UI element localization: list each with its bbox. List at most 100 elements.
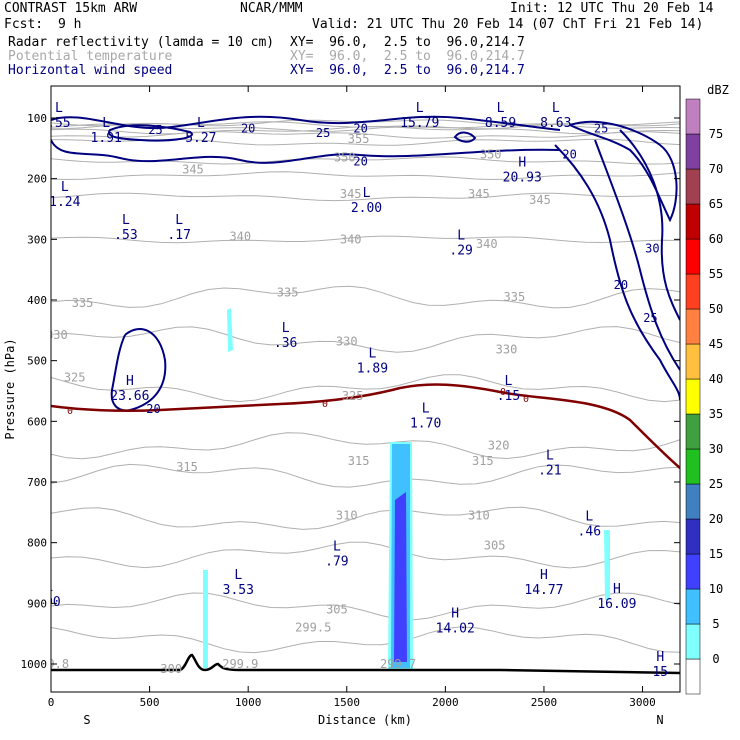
theta-label: 299.8: [33, 657, 69, 671]
y-axis-label: Pressure (hPa): [3, 338, 17, 439]
wind-speed-label: 20: [353, 121, 367, 135]
extremum-marker: L: [497, 101, 505, 116]
colorbar-tick-label: 5: [712, 617, 719, 631]
theta-label: 335: [72, 296, 94, 310]
extremum-marker: L: [234, 568, 242, 583]
extremum-value: 1.24: [49, 195, 80, 210]
wind-contour-25-right2: [594, 139, 680, 371]
field-reflectivity-name: Radar reflectivity (lamda = 10 cm): [8, 35, 275, 50]
colorbar-swatch: [685, 203, 701, 240]
theta-contour-line: [51, 171, 680, 181]
x-tick-label: 0: [48, 696, 55, 709]
extremum-value: 8.63: [540, 116, 571, 131]
field-wind-name: Horizontal wind speed: [8, 63, 173, 78]
valid-time: Valid: 21 UTC Thu 20 Feb 14 (07 ChT Fri …: [312, 17, 704, 32]
colorbar-unit: dBZ: [707, 83, 729, 97]
colorbar-swatch: [685, 553, 701, 590]
theta-contour-line: [51, 285, 680, 309]
theta-label: 355: [348, 132, 370, 146]
extremum-value: 20.93: [503, 171, 542, 186]
theta-label: 299.7: [380, 657, 416, 671]
colorbar-swatch: [685, 518, 701, 555]
colorbar-swatch: [685, 483, 701, 520]
theta-label: 299.5: [295, 621, 331, 635]
extremum-marker: H: [451, 606, 459, 621]
field-theta-xy: XY= 96.0, 2.5 to 96.0,214.7: [290, 49, 525, 64]
wind-speed-label: 25: [594, 121, 608, 135]
wind-speed-label: 25: [148, 123, 162, 137]
org-label: NCAR/MMM: [240, 1, 303, 16]
extremum-value: 15.79: [400, 116, 439, 131]
wind-contour-20-upper: [51, 139, 561, 164]
colorbar-swatch: [685, 308, 701, 345]
y-tick-label: 700: [27, 476, 47, 489]
wind-contour-25-right: [569, 120, 678, 223]
theta-label: 340: [476, 237, 498, 251]
refl-cell-east: [604, 530, 610, 600]
colorbar-tick-label: 65: [709, 197, 723, 211]
extremum-marker: L: [55, 101, 63, 116]
wind-speed-label: 20: [353, 155, 367, 169]
reflectivity-fills: [203, 308, 610, 670]
theta-label: 345: [468, 187, 490, 201]
colorbar-swatch: [685, 168, 701, 205]
extremum-marker: H: [126, 374, 134, 389]
colorbar-swatch: [685, 133, 701, 170]
colorbar-tick-label: 60: [709, 232, 723, 246]
theta-label: 310: [468, 508, 490, 522]
extremum-marker: H: [540, 568, 548, 583]
extremum-marker: L: [422, 401, 430, 416]
x-tick-label: 3000: [629, 696, 656, 709]
x-tick-label: 500: [140, 696, 160, 709]
colorbar-tick-label: 45: [709, 337, 723, 351]
theta-label: 305: [326, 602, 348, 616]
extremum-marker: L: [368, 347, 376, 362]
y-tick-label: 300: [27, 233, 47, 246]
x-tick-label: 1500: [334, 696, 361, 709]
extremum-value: 14.77: [524, 583, 563, 598]
terrain-line: [51, 653, 681, 675]
extremum-marker: H: [613, 582, 621, 597]
refl-cell-sfc: [203, 570, 208, 668]
extremum-marker: L: [197, 116, 205, 131]
extremum-value: .46: [578, 524, 601, 539]
wind-speed-label: 20: [241, 121, 255, 135]
theta-label: 325: [64, 371, 86, 385]
colorbar-tick-label: 15: [709, 547, 723, 561]
colorbar-tick-label: 20: [709, 512, 723, 526]
forecast-hour: 9 h: [58, 17, 82, 32]
freezing-level-label: 0: [523, 394, 529, 405]
theta-contour-line: [51, 192, 680, 202]
extremum-marker: L: [333, 540, 341, 555]
theta-label: 300: [160, 662, 182, 676]
extremum-value: .79: [325, 555, 348, 570]
wind-speed-label: 20: [562, 147, 576, 161]
theta-label: 330: [496, 343, 518, 357]
colorbar: 0 5 10 15 20 25 30 35 40 45 50 55 60 65 70 75: [685, 98, 723, 695]
field-wind-xy: XY= 96.0, 2.5 to 96.0,214.7: [290, 63, 525, 78]
theta-label: 350: [480, 147, 502, 161]
extremum-value: .15: [497, 389, 520, 404]
extremum-value: 16.09: [597, 597, 636, 612]
theta-contour-line: [51, 326, 680, 353]
wind-speed-label: 25: [316, 126, 330, 140]
extremum-marker: H: [518, 156, 526, 171]
theta-label: 310: [336, 508, 358, 522]
theta-contour-line: [51, 463, 680, 488]
x-end-right: N: [656, 713, 663, 727]
colorbar-tick-label: 0: [712, 652, 719, 666]
colorbar-tick-label: 55: [709, 267, 723, 281]
colorbar-swatch: [685, 98, 701, 135]
theta-label: 335: [504, 290, 526, 304]
theta-contour-line: [51, 506, 680, 530]
extremum-marker: L: [45, 580, 53, 595]
theta-contour-line: [51, 374, 680, 403]
extremum-value: .36: [274, 336, 297, 351]
x-tick-label: 2500: [531, 696, 558, 709]
extremum-marker: L: [102, 116, 110, 131]
theta-contour-line: [51, 125, 680, 135]
forecast-label: Fcst:: [4, 17, 44, 32]
theta-label: 340: [340, 232, 362, 246]
colorbar-swatch: [685, 658, 701, 695]
